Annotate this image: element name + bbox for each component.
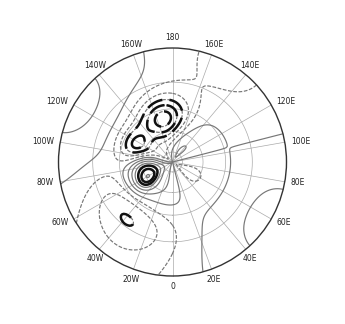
Polygon shape [59,48,286,276]
Point [170,159,175,165]
Point [170,159,175,165]
Text: 120E: 120E [277,98,296,106]
Point [170,159,175,165]
Point [170,159,175,165]
Point [170,159,175,165]
Text: 60E: 60E [277,218,291,226]
Text: 40W: 40W [87,254,104,263]
Point [170,159,175,165]
Text: 160W: 160W [120,40,142,49]
Point [170,159,175,165]
Point [170,159,175,165]
Text: 140W: 140W [84,61,106,70]
Point [170,159,175,165]
Point [170,159,175,165]
Text: 80W: 80W [37,179,54,187]
Text: 20W: 20W [123,275,140,284]
Text: 120W: 120W [47,98,68,106]
Point [170,159,175,165]
Point [170,159,175,165]
Point [170,159,175,165]
Point [170,159,175,165]
Point [170,159,175,165]
Text: 160E: 160E [204,40,223,49]
Text: 100E: 100E [291,137,310,145]
Text: 40E: 40E [243,254,257,263]
Text: 0: 0 [170,282,175,291]
Point [170,159,175,165]
Text: 140E: 140E [240,61,259,70]
Point [170,159,175,165]
Point [170,159,175,165]
Point [170,159,175,165]
Text: 180: 180 [165,33,180,42]
Text: 80E: 80E [291,179,305,187]
Text: 20E: 20E [206,275,221,284]
Point [170,159,175,165]
Text: 60W: 60W [51,218,68,226]
Text: 100W: 100W [32,137,54,145]
